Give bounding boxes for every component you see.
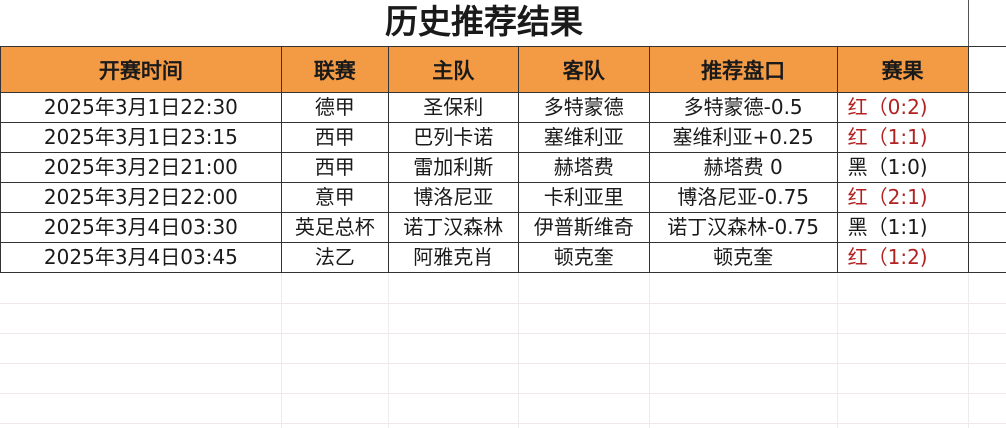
cell-pick[interactable]: 多特蒙德-0.5	[648, 92, 838, 123]
empty-cell[interactable]	[967, 212, 1006, 243]
cell-home[interactable]: 阿雅克肖	[387, 242, 519, 273]
gridline	[0, 303, 1006, 304]
table-row: 2025年3月2日21:00 西甲 雷加利斯 赫塔费 赫塔费 0 黑（1:0)	[0, 152, 1006, 183]
empty-cell[interactable]	[967, 182, 1006, 213]
header-time[interactable]: 开赛时间	[0, 46, 282, 93]
cell-away[interactable]: 塞维利亚	[517, 122, 650, 153]
cell-pick[interactable]: 塞维利亚+0.25	[648, 122, 838, 153]
cell-home[interactable]: 圣保利	[387, 92, 519, 123]
cell-league[interactable]: 意甲	[280, 182, 389, 213]
cell-pick[interactable]: 博洛尼亚-0.75	[648, 182, 838, 213]
cell-league[interactable]: 英足总杯	[280, 212, 389, 243]
gridline	[0, 423, 1006, 424]
gridline	[281, 273, 282, 428]
gridline	[518, 273, 519, 428]
cell-away[interactable]: 卡利亚里	[517, 182, 650, 213]
header-row: 开赛时间 联赛 主队 客队 推荐盘口 赛果	[0, 46, 1006, 93]
cell-time[interactable]: 2025年3月2日21:00	[0, 152, 282, 183]
empty-cell[interactable]	[967, 92, 1006, 123]
gridline	[0, 363, 1006, 364]
page-title: 历史推荐结果	[385, 2, 583, 41]
gridline	[0, 393, 1006, 394]
gridline	[837, 273, 838, 428]
cell-league[interactable]: 西甲	[280, 152, 389, 183]
cell-time[interactable]: 2025年3月4日03:30	[0, 212, 282, 243]
cell-away[interactable]: 顿克奎	[517, 242, 650, 273]
header-league[interactable]: 联赛	[280, 46, 389, 93]
cell-result[interactable]: 红（1:2)	[836, 242, 969, 273]
header-away[interactable]: 客队	[517, 46, 650, 93]
cell-home[interactable]: 博洛尼亚	[387, 182, 519, 213]
gridline	[649, 273, 650, 428]
cell-home[interactable]: 诺丁汉森林	[387, 212, 519, 243]
cell-league[interactable]: 法乙	[280, 242, 389, 273]
cell-away[interactable]: 多特蒙德	[517, 92, 650, 123]
cell-league[interactable]: 西甲	[280, 122, 389, 153]
cell-pick[interactable]: 顿克奎	[648, 242, 838, 273]
cell-pick[interactable]: 诺丁汉森林-0.75	[648, 212, 838, 243]
gridline	[0, 333, 1006, 334]
cell-result[interactable]: 红（2:1)	[836, 182, 969, 213]
cell-time[interactable]: 2025年3月4日03:45	[0, 242, 282, 273]
table-row: 2025年3月2日22:00 意甲 博洛尼亚 卡利亚里 博洛尼亚-0.75 红（2:1)	[0, 182, 1006, 213]
cell-home[interactable]: 雷加利斯	[387, 152, 519, 183]
empty-cell[interactable]	[967, 122, 1006, 153]
cell-away[interactable]: 伊普斯维奇	[517, 212, 650, 243]
cell-pick[interactable]: 赫塔费 0	[648, 152, 838, 183]
cell-result[interactable]: 红（1:1)	[836, 122, 969, 153]
cell-time[interactable]: 2025年3月1日22:30	[0, 92, 282, 123]
cell-result[interactable]: 黑（1:0)	[836, 152, 969, 183]
gridline	[968, 273, 969, 428]
cell-result[interactable]: 黑（1:1)	[836, 212, 969, 243]
table-row: 2025年3月4日03:30 英足总杯 诺丁汉森林 伊普斯维奇 诺丁汉森林-0.75 黑（…	[0, 212, 1006, 243]
table-row: 2025年3月1日23:15 西甲 巴列卡诺 塞维利亚 塞维利亚+0.25 红（1:1)	[0, 122, 1006, 153]
empty-cell[interactable]	[967, 46, 1006, 93]
header-result[interactable]: 赛果	[836, 46, 969, 93]
cell-away[interactable]: 赫塔费	[517, 152, 650, 183]
cell-time[interactable]: 2025年3月1日23:15	[0, 122, 282, 153]
gridline	[388, 273, 389, 428]
cell-league[interactable]: 德甲	[280, 92, 389, 123]
cell-home[interactable]: 巴列卡诺	[387, 122, 519, 153]
empty-cell[interactable]	[967, 152, 1006, 183]
table-row: 2025年3月1日22:30 德甲 圣保利 多特蒙德 多特蒙德-0.5 红（0:2)	[0, 92, 1006, 123]
table-row: 2025年3月4日03:45 法乙 阿雅克肖 顿克奎 顿克奎 红（1:2)	[0, 242, 1006, 273]
header-pick[interactable]: 推荐盘口	[648, 46, 838, 93]
header-home[interactable]: 主队	[387, 46, 519, 93]
cell-time[interactable]: 2025年3月2日22:00	[0, 182, 282, 213]
recommendation-history-table: 开赛时间 联赛 主队 客队 推荐盘口 赛果 2025年3月1日22:30 德甲 圣保…	[0, 46, 1006, 273]
cell-result[interactable]: 红（0:2)	[836, 92, 969, 123]
empty-cell[interactable]	[967, 242, 1006, 273]
